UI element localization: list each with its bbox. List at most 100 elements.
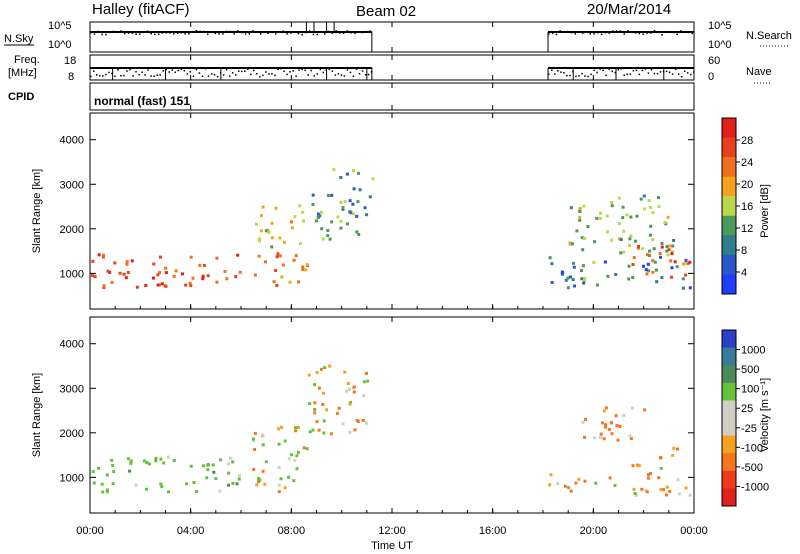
data-cell [212,470,216,474]
data-cell [227,483,231,487]
nave-point [277,68,279,71]
nave-point [596,71,598,74]
nsearch-point [180,32,183,34]
nave-point [271,72,273,75]
nsearch-point [139,33,141,35]
nave-point [256,73,258,75]
nave-point [587,75,589,78]
nave-point [307,74,309,76]
data-cell [671,453,675,457]
nave-point [93,70,95,72]
data-cell [257,237,261,241]
data-cell [575,229,579,233]
data-cell [330,193,334,197]
data-cell [592,260,596,264]
data-cell [352,385,356,389]
y-tick-label: 4000 [60,135,84,147]
data-cell [688,286,692,290]
nave-point [174,71,177,73]
data-cell [671,250,674,254]
data-cell [316,216,320,219]
nsearch-tick-top: 10^5 [708,20,732,32]
nave-point [207,75,210,77]
data-cell [259,229,263,233]
data-cell [356,200,360,204]
data-cell [641,247,645,251]
data-cell [260,214,263,218]
data-cell [651,270,655,274]
data-cell [665,485,669,489]
nsearch-point [184,33,186,35]
data-cell [658,252,662,255]
data-cell [313,383,317,387]
data-cell [610,421,613,425]
nave-point [304,69,306,72]
nave-point [656,72,659,75]
data-cell [594,481,598,485]
nsearch-point [222,33,224,35]
data-cell [343,200,347,204]
nsearch-point [589,33,592,35]
nave-point [225,69,228,71]
colorbar-tick-label: -25 [741,423,757,435]
data-cell [569,489,573,493]
data-cell [643,207,647,211]
data-cell [659,488,663,492]
data-cell [629,215,633,219]
freq-tick-bottom: 8 [68,71,74,83]
data-cell [189,284,193,287]
nave-point [117,68,119,71]
velocity-colorbar-label: Velocity [m s⁻¹] [759,378,771,452]
nsearch-point [165,32,167,34]
data-cell [296,450,300,454]
nave-point [310,69,312,72]
data-cell [688,493,692,497]
nave-point [90,75,92,78]
data-cell [630,406,634,410]
nsearch-point [237,30,239,32]
data-cell [672,239,676,242]
nave-point [340,74,343,77]
data-cell [101,490,105,494]
data-cell [111,482,115,486]
data-cell [206,463,210,466]
nave-point [692,71,695,73]
station-title: Halley (fitACF) [92,1,190,18]
data-cell [352,212,356,216]
nsearch-point [142,31,145,34]
nave-point [295,75,297,78]
data-cell [328,364,332,368]
nave-point [548,73,550,75]
data-cell [339,200,343,204]
nsearch-point [154,33,156,36]
data-cell [274,206,278,210]
data-cell [326,234,330,238]
colorbar-swatch [722,118,736,139]
data-cell [106,269,110,273]
data-cell [566,286,570,290]
data-cell [278,236,282,240]
data-cell [645,490,649,494]
data-cell [272,280,276,284]
nave-point [575,75,577,78]
cpid-label: CPID [8,91,34,103]
data-cell [320,227,324,231]
data-cell [277,427,280,431]
data-cell [583,277,587,280]
nave-point [665,70,668,73]
colorbar-swatch [722,254,736,275]
colorbar-swatch [722,196,736,217]
data-cell [652,247,656,251]
data-cell [172,459,176,462]
data-cell [336,215,340,219]
data-cell [231,481,235,485]
data-cell [147,462,151,466]
data-cell [610,204,614,208]
data-cell [686,262,690,266]
data-cell [631,263,635,266]
data-cell [640,487,644,491]
data-cell [621,205,625,209]
nsearch-point [646,32,648,34]
data-cell [681,286,685,290]
data-cell [583,479,587,483]
